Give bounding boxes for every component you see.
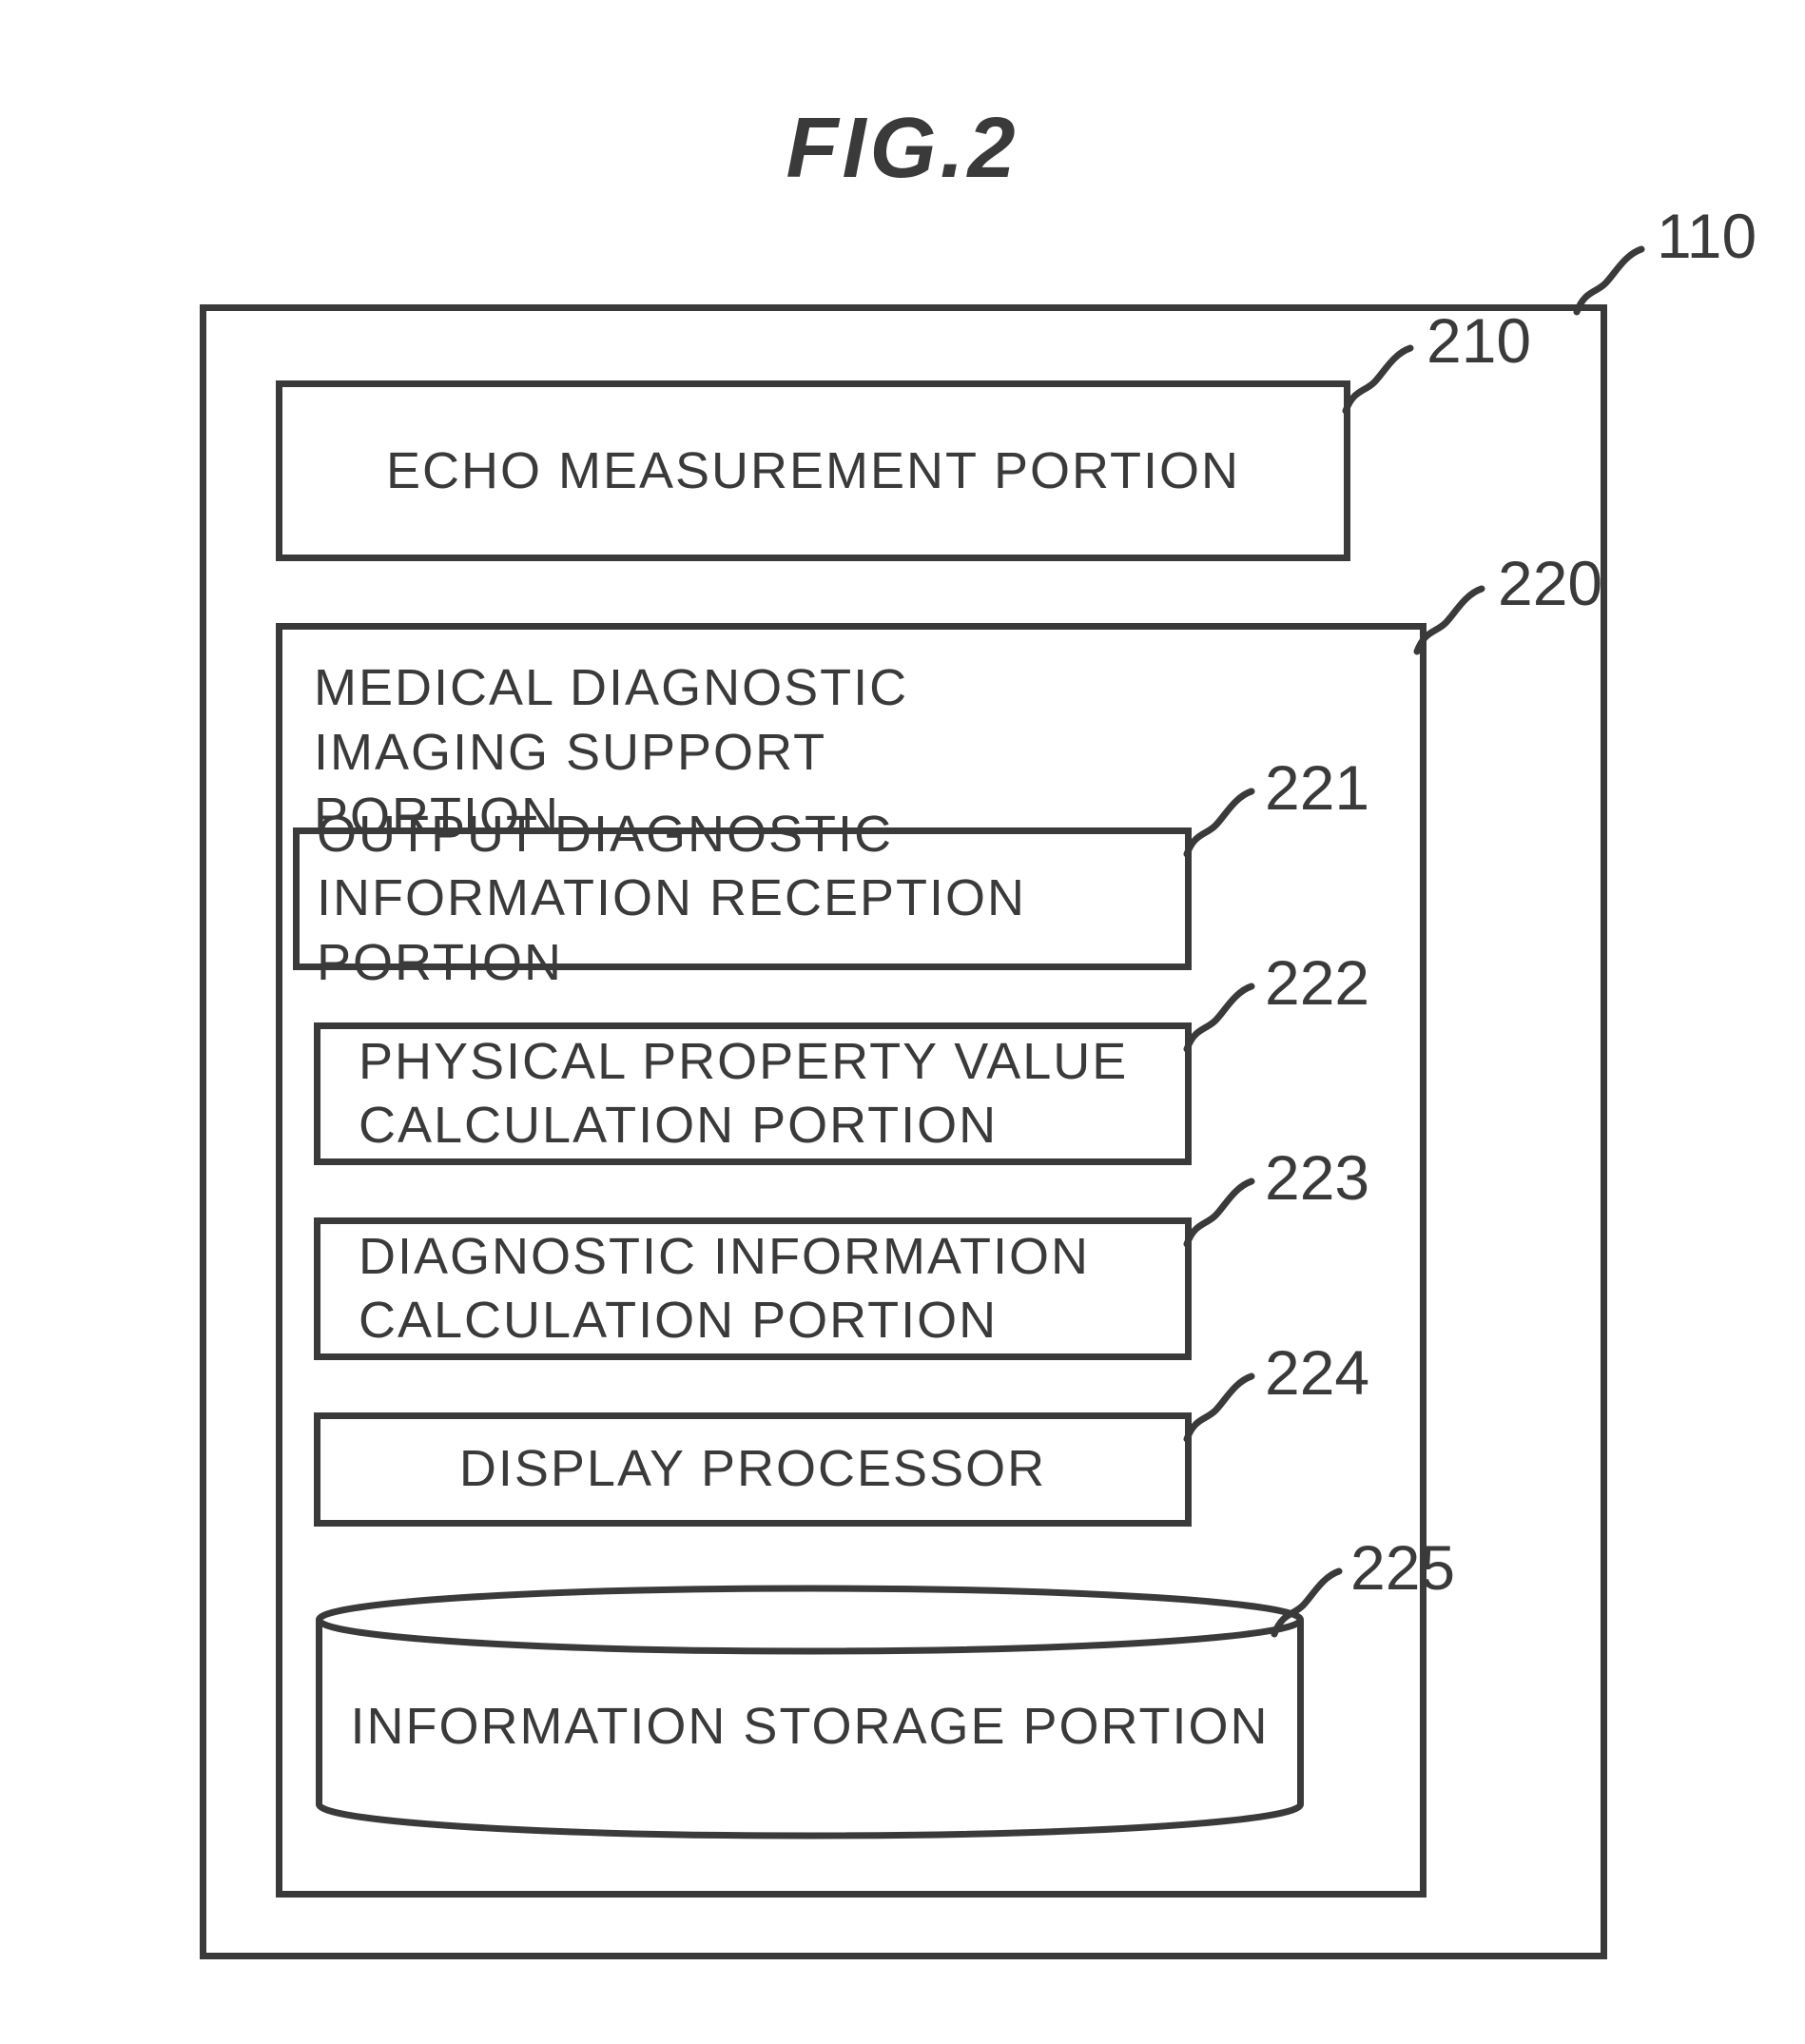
box-221: OUTPUT DIAGNOSTIC INFORMATION RECEPTION …: [293, 827, 1192, 970]
box-224: DISPLAY PROCESSOR: [314, 1412, 1192, 1527]
leader-210: [1336, 344, 1422, 420]
figure-title: FIG.2: [0, 100, 1805, 198]
box-223-label: DIAGNOSTIC INFORMATION CALCULATION PORTI…: [338, 1225, 1185, 1353]
ref-210: 210: [1427, 304, 1531, 377]
box-222-label: PHYSICAL PROPERTY VALUE CALCULATION PORT…: [338, 1030, 1185, 1158]
leader-220: [1407, 585, 1493, 661]
ref-223: 223: [1265, 1141, 1369, 1214]
cylinder-225-label: INFORMATION STORAGE PORTION: [314, 1584, 1306, 1840]
ref-224: 224: [1265, 1336, 1369, 1409]
ref-221: 221: [1265, 751, 1369, 824]
ref-220: 220: [1498, 547, 1602, 619]
leader-222: [1177, 983, 1263, 1059]
leader-224: [1177, 1372, 1263, 1449]
ref-225: 225: [1350, 1531, 1455, 1604]
cylinder-225: INFORMATION STORAGE PORTION: [314, 1584, 1306, 1840]
box-210: ECHO MEASUREMENT PORTION: [276, 380, 1350, 561]
box-221-label: OUTPUT DIAGNOSTIC INFORMATION RECEPTION …: [317, 803, 1185, 996]
leader-221: [1177, 788, 1263, 864]
ref-110: 110: [1657, 200, 1756, 272]
ref-222: 222: [1265, 946, 1369, 1019]
box-210-label: ECHO MEASUREMENT PORTION: [386, 441, 1240, 500]
diagram-canvas: FIG.2 110 ECHO MEASUREMENT PORTION 210 M…: [0, 0, 1805, 2044]
box-222: PHYSICAL PROPERTY VALUE CALCULATION PORT…: [314, 1022, 1192, 1165]
box-223: DIAGNOSTIC INFORMATION CALCULATION PORTI…: [314, 1217, 1192, 1360]
box-224-label: DISPLAY PROCESSOR: [459, 1437, 1046, 1502]
leader-223: [1177, 1178, 1263, 1254]
